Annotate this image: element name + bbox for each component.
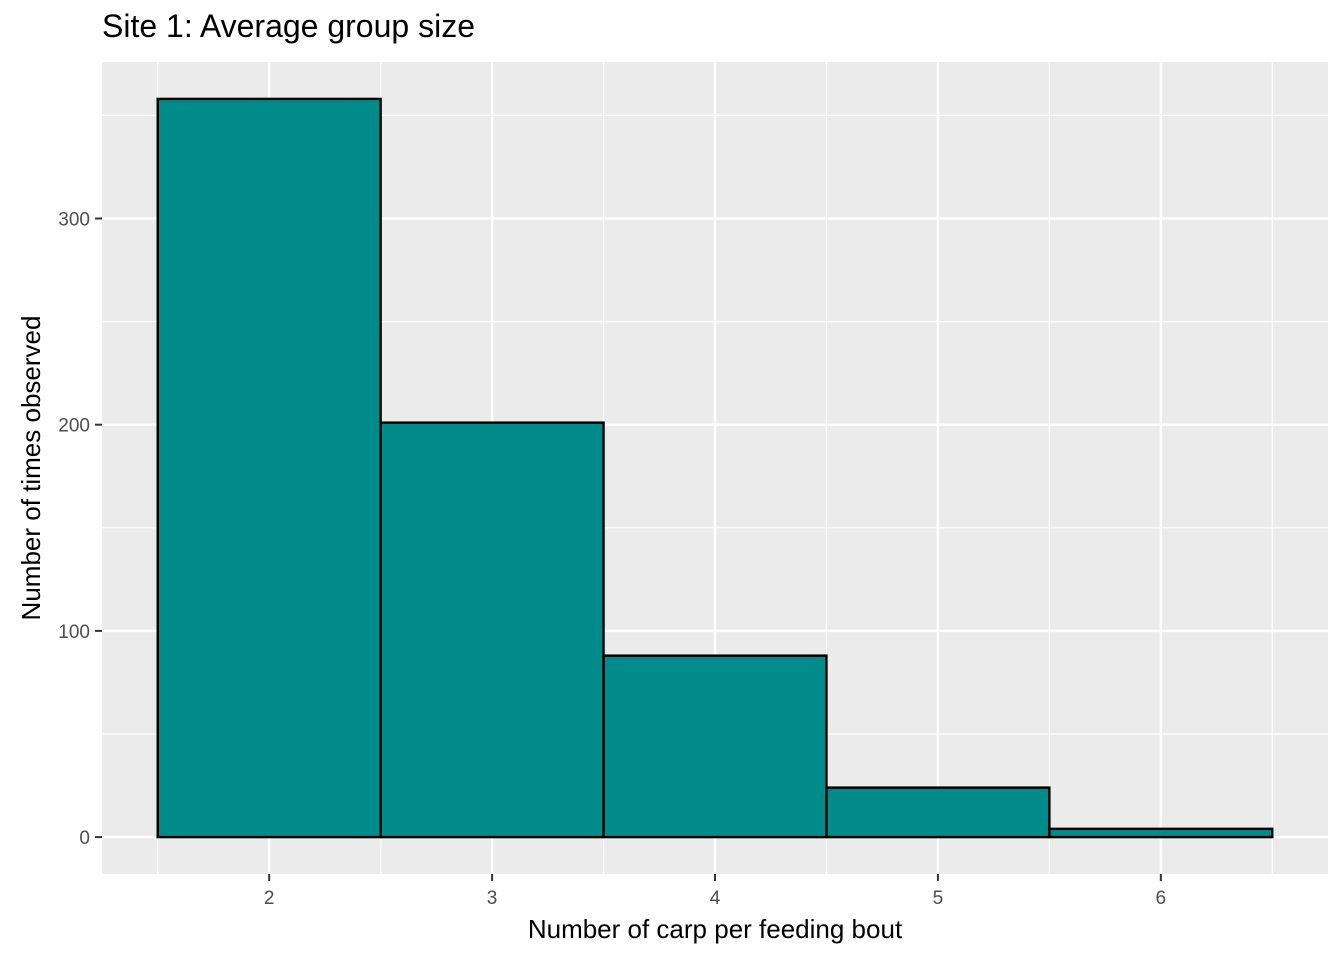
x-tick-label: 4	[710, 888, 721, 909]
bar-4	[602, 654, 828, 839]
bar-3	[379, 421, 605, 839]
x-axis-title: Number of carp per feeding bout	[528, 914, 903, 944]
chart-title: Site 1: Average group size	[102, 8, 475, 44]
bar-6	[1048, 827, 1274, 839]
y-tick-label: 200	[58, 416, 90, 437]
y-axis-title: Number of times observed	[16, 316, 46, 621]
bar-2	[156, 97, 382, 839]
bars	[156, 97, 1274, 839]
x-tick-label: 5	[933, 888, 944, 909]
y-tick-label: 0	[79, 828, 90, 849]
bar-5	[825, 786, 1051, 839]
x-tick-label: 3	[487, 888, 498, 909]
y-tick-label: 100	[58, 622, 90, 643]
x-tick-label: 6	[1156, 888, 1167, 909]
y-tick-label: 300	[58, 210, 90, 231]
axes: 0 100 200 300 2 3 4 5 6	[58, 210, 1166, 909]
x-tick-label: 2	[264, 888, 275, 909]
